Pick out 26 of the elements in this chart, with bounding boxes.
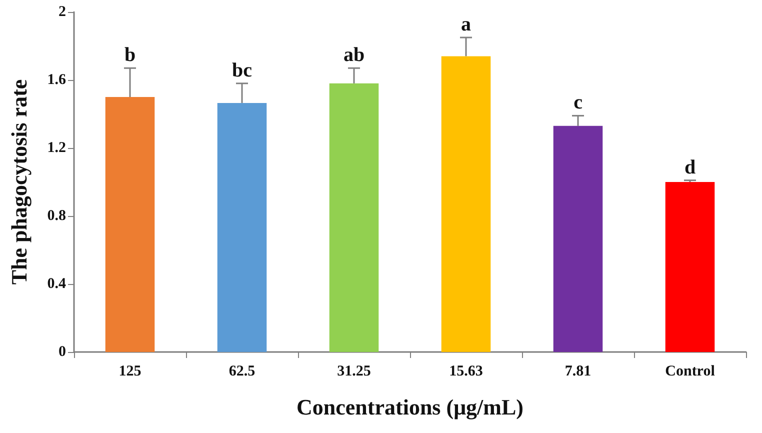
annotation: d (684, 156, 696, 178)
x-tick-label: 62.5 (228, 364, 256, 380)
annotation: c (574, 92, 583, 114)
y-tick-label: 2 (58, 4, 66, 20)
bar (441, 56, 491, 352)
bar (217, 102, 267, 352)
annotation: a (461, 14, 471, 36)
bar (105, 97, 155, 352)
x-axis-title: Concentrations (μg/mL) (296, 394, 524, 420)
x-tick-label: 31.25 (337, 364, 371, 380)
bar (329, 83, 379, 352)
annotation: ab (343, 44, 365, 66)
annotation: bc (232, 59, 252, 82)
x-tick-label: 125 (118, 364, 142, 380)
y-tick-label: 0.4 (47, 276, 66, 292)
y-tick-label: 0.8 (47, 208, 66, 224)
x-tick-label: 7.81 (564, 364, 592, 380)
y-tick-label: 1.2 (47, 140, 66, 156)
y-tick-label: 0 (58, 344, 66, 360)
y-axis-title: The phagocytosis rate (6, 79, 32, 285)
x-tick-label: Control (665, 364, 715, 380)
y-tick-label: 1.6 (47, 72, 66, 88)
x-tick-label: 15.63 (449, 364, 483, 380)
bar (553, 126, 603, 352)
bar (665, 182, 715, 352)
annotation: b (124, 44, 136, 66)
